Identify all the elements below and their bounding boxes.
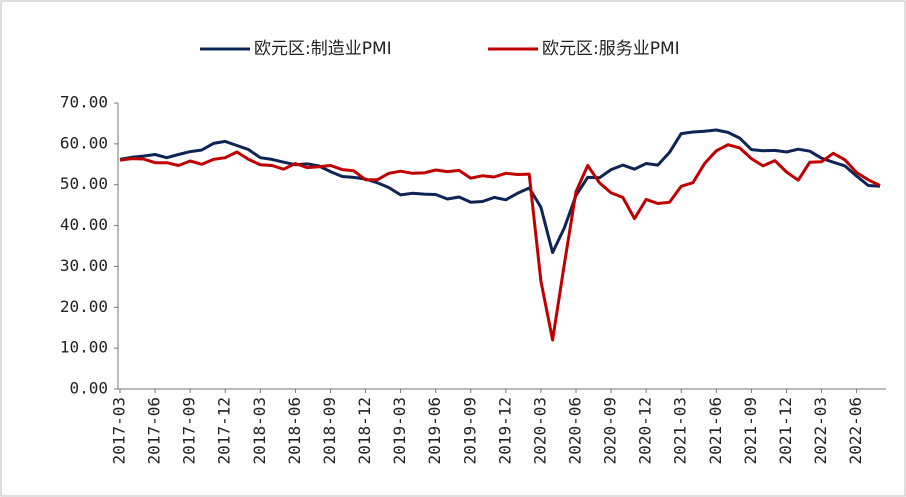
x-tick-label: 2020-03: [530, 397, 549, 464]
x-tick-label: 2022-03: [811, 397, 830, 464]
y-tick-label: 0.00: [69, 379, 108, 398]
y-tick-label: 20.00: [60, 297, 108, 316]
x-tick-label: 2021-03: [671, 397, 690, 464]
x-tick-label: 2017-06: [145, 397, 164, 464]
x-tick-label: 2017-03: [110, 397, 129, 464]
y-tick-label: 10.00: [60, 338, 108, 357]
x-tick-label: 2022-06: [846, 397, 865, 464]
y-tick-label: 40.00: [60, 215, 108, 234]
y-tick-label: 50.00: [60, 174, 108, 193]
x-tick-label: 2019-06: [425, 397, 444, 464]
x-tick-label: 2018-06: [285, 397, 304, 464]
line-series: [119, 128, 881, 254]
legend-label: 欧元区:服务业PMI: [542, 39, 680, 59]
y-tick-label: 70.00: [60, 93, 108, 112]
x-tick-label: 2018-12: [355, 397, 374, 464]
x-tick-label: 2021-06: [706, 397, 725, 464]
x-tick-label: 2019-12: [495, 397, 514, 464]
x-tick-label: 2020-09: [601, 397, 620, 464]
line-series: [119, 143, 881, 342]
x-tick-label: 2020-06: [566, 397, 585, 464]
x-tick-label: 2017-09: [180, 397, 199, 464]
x-tick-label: 2019-03: [390, 397, 409, 464]
x-tick-label: 2018-09: [320, 397, 339, 464]
y-tick-label: 30.00: [60, 256, 108, 275]
x-tick-label: 2020-12: [636, 397, 655, 464]
x-tick-label: 2018-03: [250, 397, 269, 464]
x-tick-label: 2021-12: [776, 397, 795, 464]
x-tick-label: 2017-12: [215, 397, 234, 464]
x-tick-label: 2019-09: [460, 397, 479, 464]
legend-label: 欧元区:制造业PMI: [254, 39, 392, 59]
y-tick-label: 60.00: [60, 133, 108, 152]
x-tick-label: 2021-09: [741, 397, 760, 464]
